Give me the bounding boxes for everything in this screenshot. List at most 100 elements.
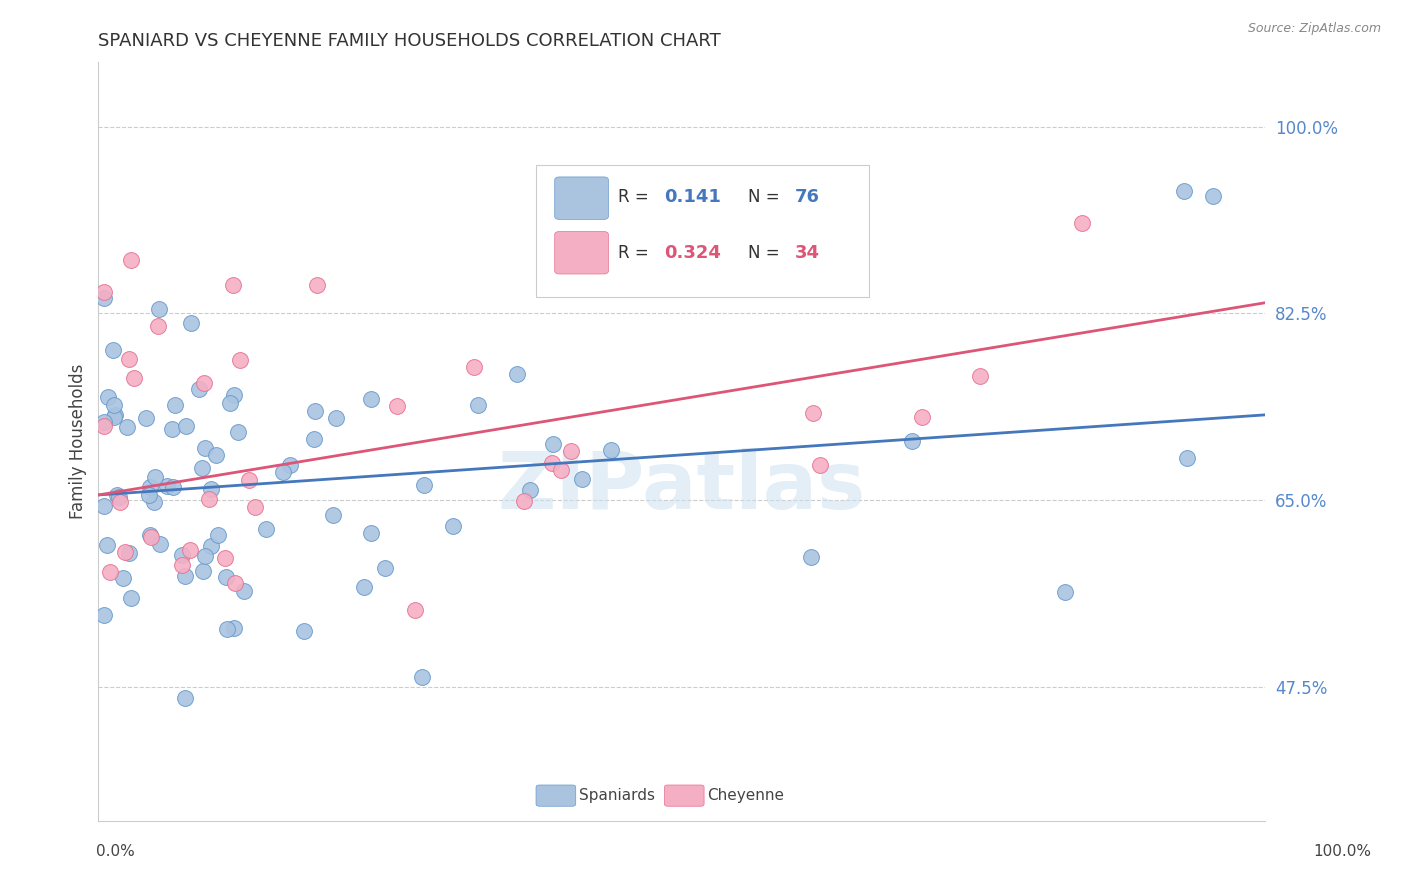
Point: [1202, 189, 1225, 203]
Point: [219, 396, 242, 410]
Point: [174, 691, 197, 706]
Point: [600, 442, 623, 457]
Point: [560, 443, 582, 458]
Point: [97, 390, 120, 404]
Point: [103, 409, 125, 424]
Point: [174, 419, 197, 434]
Point: [148, 301, 170, 316]
Text: SPANIARD VS CHEYENNE FAMILY HOUSEHOLDS CORRELATION CHART: SPANIARD VS CHEYENNE FAMILY HOUSEHOLDS C…: [98, 32, 721, 50]
Point: [93, 285, 115, 299]
Point: [142, 494, 165, 508]
FancyBboxPatch shape: [555, 232, 609, 274]
Point: [105, 487, 128, 501]
Point: [404, 603, 426, 617]
Point: [441, 518, 464, 533]
Point: [138, 488, 160, 502]
Text: N =: N =: [748, 244, 786, 261]
Point: [413, 478, 436, 492]
Point: [505, 368, 527, 382]
Point: [200, 483, 222, 497]
Point: [118, 546, 141, 560]
Point: [304, 404, 326, 418]
Point: [226, 425, 249, 440]
Point: [243, 500, 266, 514]
Point: [156, 478, 179, 492]
Text: 76: 76: [796, 187, 820, 206]
Point: [222, 278, 245, 293]
Point: [360, 392, 382, 406]
Point: [194, 549, 217, 563]
Point: [238, 473, 260, 487]
Text: Cheyenne: Cheyenne: [707, 789, 785, 803]
Point: [292, 624, 315, 638]
Point: [93, 500, 115, 514]
Text: R =: R =: [617, 187, 654, 206]
Point: [162, 480, 184, 494]
FancyBboxPatch shape: [536, 785, 575, 806]
Point: [233, 583, 256, 598]
Point: [120, 591, 142, 605]
Text: R =: R =: [617, 244, 654, 261]
Point: [800, 550, 823, 565]
Point: [1071, 216, 1094, 230]
Point: [108, 495, 131, 509]
Point: [229, 353, 252, 368]
Point: [224, 621, 246, 635]
Point: [541, 456, 564, 470]
Point: [789, 257, 811, 271]
Point: [513, 494, 536, 508]
Text: N =: N =: [748, 187, 786, 206]
Point: [111, 571, 134, 585]
Point: [467, 398, 489, 412]
Text: 0.324: 0.324: [665, 244, 721, 261]
Point: [801, 406, 824, 420]
Point: [1173, 184, 1195, 198]
Point: [808, 458, 831, 472]
Text: 34: 34: [796, 244, 820, 261]
Point: [103, 343, 125, 358]
Point: [114, 545, 136, 559]
Point: [135, 410, 157, 425]
Point: [911, 409, 934, 424]
Point: [149, 537, 172, 551]
Point: [188, 382, 211, 396]
Point: [571, 472, 593, 486]
Point: [411, 670, 433, 684]
Point: [901, 434, 924, 448]
Point: [180, 316, 202, 330]
Point: [360, 525, 382, 540]
Point: [305, 277, 328, 292]
Point: [96, 538, 118, 552]
Point: [550, 463, 572, 477]
Point: [256, 522, 278, 536]
Point: [204, 448, 226, 462]
Point: [146, 318, 169, 333]
Point: [374, 561, 396, 575]
Point: [139, 530, 162, 544]
Point: [93, 291, 115, 305]
Point: [353, 580, 375, 594]
Point: [322, 508, 344, 523]
Point: [174, 568, 197, 582]
Text: 0.141: 0.141: [665, 187, 721, 206]
Point: [98, 565, 121, 579]
Point: [190, 460, 212, 475]
FancyBboxPatch shape: [665, 785, 704, 806]
Point: [104, 409, 127, 423]
Point: [519, 483, 541, 498]
Point: [198, 492, 221, 507]
Point: [172, 548, 194, 562]
Point: [139, 480, 162, 494]
Text: Spaniards: Spaniards: [579, 789, 655, 803]
Point: [1175, 451, 1198, 466]
Point: [179, 543, 201, 558]
Point: [93, 608, 115, 623]
Point: [139, 528, 162, 542]
Point: [278, 458, 301, 472]
Point: [215, 622, 238, 636]
Point: [541, 436, 564, 450]
Point: [117, 420, 139, 434]
Point: [162, 422, 184, 436]
Text: 0.0%: 0.0%: [96, 845, 135, 859]
Point: [120, 252, 142, 267]
